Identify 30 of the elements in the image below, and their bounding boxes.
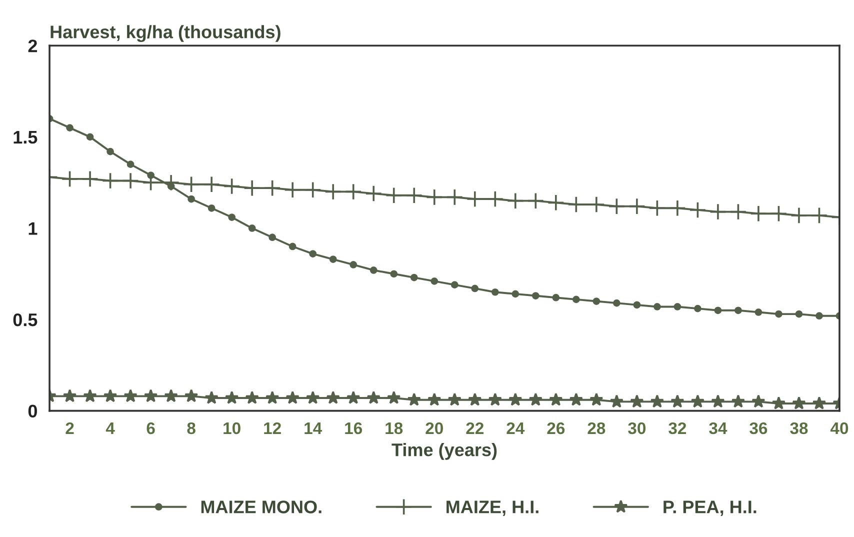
x-tick-label: 14 bbox=[304, 422, 322, 434]
x-tick-label: 2 bbox=[66, 422, 74, 434]
x-tick-label: 34 bbox=[709, 422, 728, 434]
legend-label: P. PEA, H.I. bbox=[664, 500, 756, 516]
x-tick-label: 32 bbox=[668, 422, 686, 434]
x-tick-label: 12 bbox=[264, 422, 281, 434]
x-tick-label: 6 bbox=[146, 422, 155, 434]
x-tick-label: 10 bbox=[224, 422, 240, 434]
y-axis-title: Harvest, kg/ha (thousands) bbox=[50, 25, 280, 42]
x-tick-label: 28 bbox=[588, 422, 606, 434]
x-tick-label: 18 bbox=[386, 422, 403, 434]
y-tick-label: 0 bbox=[28, 404, 37, 418]
y-tick-label: 0.5 bbox=[13, 313, 38, 326]
x-tick-label: 22 bbox=[466, 422, 484, 434]
x-tick-label: 24 bbox=[506, 422, 525, 434]
x-tick-label: 40 bbox=[830, 422, 848, 434]
y-tick-label: 1.5 bbox=[14, 131, 38, 144]
x-tick-label: 26 bbox=[547, 422, 565, 434]
x-tick-label: 36 bbox=[750, 422, 768, 434]
x-axis-title: Time (years) bbox=[392, 443, 497, 460]
x-tick-label: 4 bbox=[106, 422, 115, 434]
x-tick-label: 8 bbox=[187, 422, 196, 434]
x-tick-label: 30 bbox=[628, 422, 646, 434]
legend-label: MAIZE, H.I. bbox=[446, 500, 538, 516]
x-tick-label: 20 bbox=[426, 422, 443, 434]
x-tick-label: 38 bbox=[790, 422, 808, 434]
legend-label: MAIZE MONO. bbox=[201, 500, 322, 514]
y-tick-label: 2 bbox=[28, 40, 38, 52]
x-tick-label: 16 bbox=[345, 422, 362, 434]
y-tick-label: 1 bbox=[28, 222, 38, 235]
